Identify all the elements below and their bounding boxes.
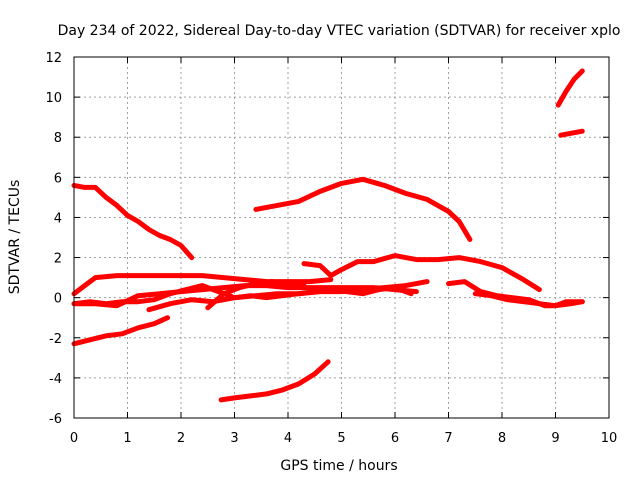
x-axis-label: GPS time / hours: [280, 458, 397, 474]
series-line-s11: [71, 315, 171, 347]
series-line-s7: [71, 283, 414, 307]
x-tick-label: 0: [70, 431, 78, 446]
x-tick-label: 10: [601, 431, 618, 446]
series-line-s13: [555, 68, 585, 108]
plot-frame: [73, 56, 610, 419]
x-tick-label: 6: [391, 431, 399, 446]
y-tick-label: 6: [54, 171, 62, 186]
x-tick-label: 7: [444, 431, 452, 446]
y-tick-label: 8: [54, 131, 62, 146]
x-tick-label: 4: [284, 431, 292, 446]
y-tick-label: 0: [54, 292, 62, 307]
x-tick-label: 9: [551, 431, 559, 446]
series-line-s12: [218, 359, 331, 403]
y-tick-label: 2: [54, 252, 62, 267]
series-line-s8: [205, 279, 307, 311]
axes-frame: [73, 56, 610, 419]
x-tick-label: 3: [230, 431, 238, 446]
x-tick-label: 1: [123, 431, 131, 446]
series-line-s10: [472, 291, 585, 309]
x-tick-label: 2: [177, 431, 185, 446]
series-layer: [71, 68, 585, 403]
x-tick-label: 8: [498, 431, 506, 446]
y-axis-label: SDTVAR / TECUs: [7, 180, 23, 295]
y-tick-label: -4: [49, 372, 62, 387]
chart-title: Day 234 of 2022, Sidereal Day-to-day VTE…: [58, 23, 621, 39]
series-line-s14: [558, 128, 585, 138]
series-line-s2: [253, 176, 473, 242]
y-tick-label: -2: [49, 332, 62, 347]
y-tick-label: 4: [54, 211, 62, 226]
y-tick-label: 10: [45, 91, 62, 106]
y-tick-label: -6: [49, 412, 62, 427]
series-line-s1: [71, 182, 195, 261]
x-tick-label: 5: [337, 431, 345, 446]
y-tick-label: 12: [45, 51, 62, 66]
grid: [74, 57, 609, 418]
series-line-s4: [301, 253, 542, 293]
